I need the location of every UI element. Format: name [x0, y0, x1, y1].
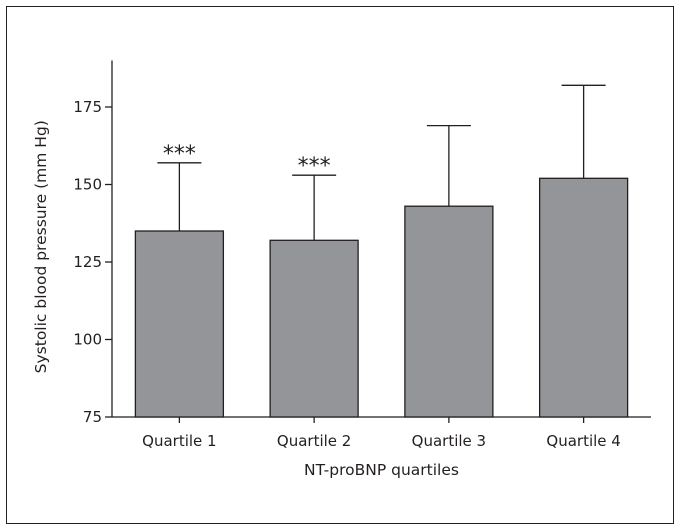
y-tick-label: 125: [73, 253, 102, 271]
y-tick-label: 150: [73, 176, 102, 194]
y-tick-label: 75: [83, 408, 102, 426]
bars: [134, 177, 629, 418]
error-bars: [157, 84, 606, 241]
y-axis-title: Systolic blood pressure (mm Hg): [32, 120, 50, 373]
x-tick-label: Quartile 1: [142, 432, 216, 450]
y-axis: 75 100 125 150 175: [73, 60, 113, 426]
bar: [269, 239, 359, 418]
significance-stars: ***: [163, 142, 196, 167]
bar: [404, 205, 494, 418]
significance-annotations: *** ***: [163, 142, 331, 179]
bar: [134, 230, 225, 418]
significance-stars: ***: [298, 154, 331, 179]
y-tick-label: 100: [73, 331, 102, 349]
y-tick-label: 175: [73, 98, 102, 116]
x-tick-label: Quartile 3: [412, 432, 486, 450]
x-tick-label: Quartile 2: [277, 432, 351, 450]
bar: [538, 177, 629, 418]
x-axis-title: NT-proBNP quartiles: [304, 461, 459, 479]
x-tick-label: Quartile 4: [546, 432, 620, 450]
x-axis: Quartile 1 Quartile 2 Quartile 3 Quartile 4: [112, 416, 651, 450]
